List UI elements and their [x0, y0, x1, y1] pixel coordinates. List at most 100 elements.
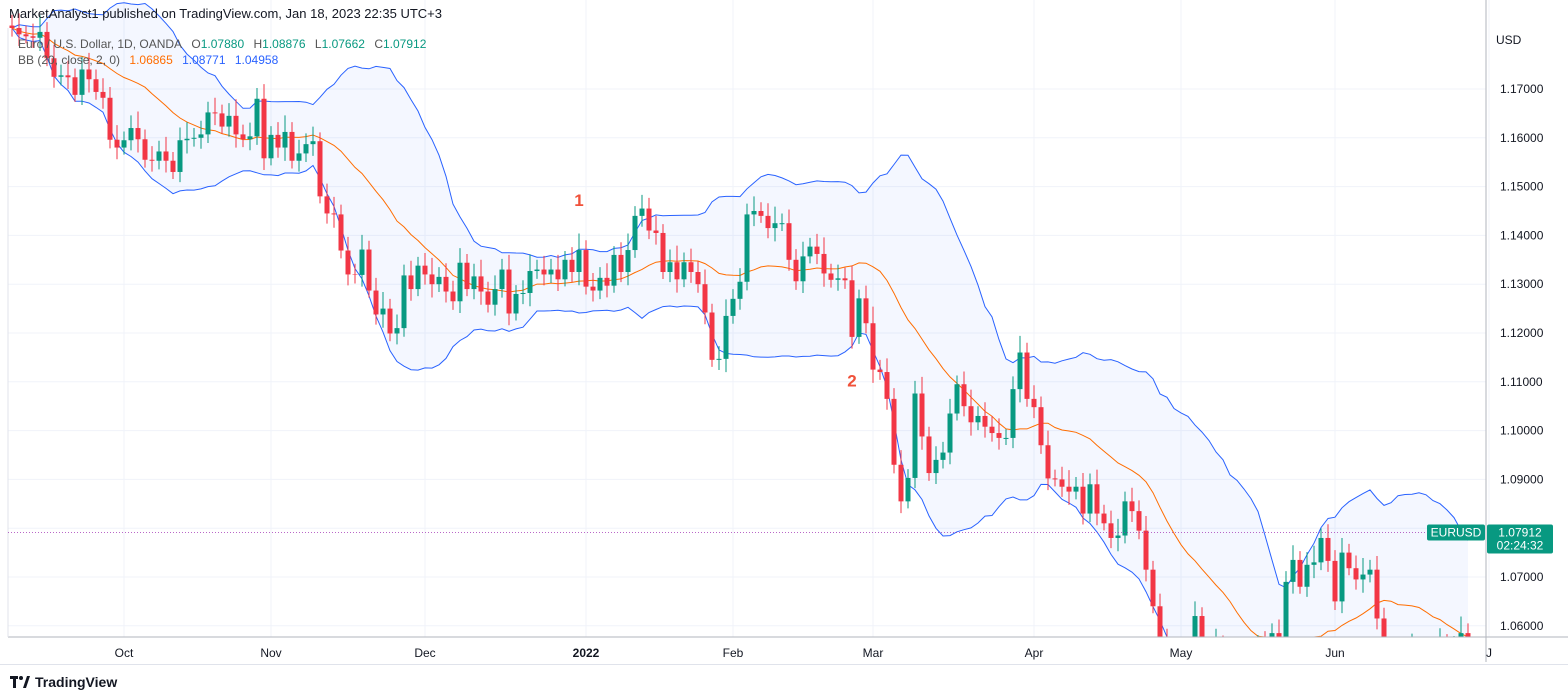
candle-body — [891, 398, 897, 465]
last-price-bg — [1487, 524, 1553, 554]
candle — [1129, 487, 1135, 523]
candle — [310, 126, 316, 156]
candle — [926, 426, 932, 481]
candle — [1276, 619, 1282, 637]
candle-body — [310, 141, 316, 145]
y-tick-label: 1.16000 — [1500, 131, 1544, 145]
candle — [814, 233, 820, 265]
candle-body — [555, 269, 561, 280]
candle-body — [23, 34, 29, 37]
candle — [821, 237, 827, 287]
candle-body — [1192, 616, 1198, 637]
candle-body — [611, 254, 617, 286]
candle — [674, 245, 680, 293]
candle — [1199, 607, 1205, 637]
candle — [478, 259, 484, 305]
candle-body — [184, 138, 190, 141]
candle — [660, 224, 666, 280]
tradingview-logo-icon — [10, 676, 30, 688]
candle — [1283, 571, 1289, 637]
candle — [667, 249, 673, 283]
symbol-name[interactable]: Euro / U.S. Dollar, 1D, OANDA — [18, 37, 183, 51]
candle — [842, 267, 848, 289]
candle — [723, 299, 729, 373]
candle-body — [1136, 511, 1142, 531]
candle — [961, 371, 967, 417]
candle — [135, 111, 141, 153]
candle-body — [436, 276, 442, 285]
candle-body — [1157, 606, 1163, 637]
candle-body — [842, 278, 848, 281]
candle-body — [1129, 501, 1135, 512]
publisher-line: MarketAnalyst1 published on TradingView.… — [9, 6, 442, 21]
candle-body — [730, 298, 736, 316]
price-chart[interactable]: 12 1.170001.160001.150001.140001.130001.… — [0, 0, 1568, 665]
candle — [1304, 552, 1310, 597]
x-tick-label: May — [1170, 646, 1193, 660]
candle-body — [513, 293, 519, 314]
candle-body — [65, 75, 71, 78]
candle-body — [1101, 513, 1107, 524]
annotation-label: 2 — [847, 372, 856, 391]
candle — [485, 281, 491, 313]
x-tick-label: Nov — [260, 646, 281, 660]
candle — [1311, 545, 1317, 579]
candle — [1150, 560, 1156, 614]
candle-body — [548, 269, 554, 275]
candle-body — [1031, 398, 1037, 408]
candle-body — [506, 269, 512, 314]
candle-body — [821, 253, 827, 274]
candle-body — [1003, 437, 1009, 439]
candle-body — [240, 134, 246, 140]
candle-body — [772, 223, 778, 229]
bb-label[interactable]: BB (20, close, 2, 0) — [18, 53, 121, 67]
x-tick-label: Oct — [115, 646, 134, 660]
axes: 1.17000 1.16000 1.15000 1.14000 1.13000 1.120… — [7, 0, 1568, 662]
candle — [996, 418, 1002, 450]
candle-body — [863, 298, 869, 324]
footer-brand[interactable]: TradingView — [35, 674, 118, 690]
candle-body — [919, 393, 925, 437]
candle — [443, 263, 449, 303]
candle-body — [1311, 562, 1317, 565]
bb-legend: BB (20, close, 2, 0) 1.06865 1.08771 1.0… — [18, 53, 284, 67]
candle — [1353, 555, 1359, 590]
candle — [408, 260, 414, 301]
candle — [1374, 556, 1380, 630]
candle — [163, 136, 169, 173]
candle — [569, 247, 575, 283]
candle-body — [170, 160, 176, 172]
candle — [772, 206, 778, 242]
candle — [625, 233, 631, 286]
candle — [373, 277, 379, 325]
candle — [828, 263, 834, 288]
candle — [695, 261, 701, 293]
candle-body — [450, 291, 456, 302]
candle-body — [695, 272, 701, 285]
candle-body — [443, 276, 449, 292]
candle — [541, 255, 547, 286]
candle-body — [1304, 564, 1310, 587]
candle-body — [142, 139, 148, 160]
candle-body — [961, 384, 967, 407]
candle — [331, 196, 337, 228]
candle-body — [737, 281, 743, 299]
candle-body — [1339, 552, 1345, 602]
candle — [128, 115, 134, 151]
candle — [919, 376, 925, 450]
candle-body — [282, 131, 288, 148]
candle-body — [933, 459, 939, 474]
candle — [793, 249, 799, 290]
candle — [548, 258, 554, 284]
candle — [1346, 543, 1352, 576]
close-value: 1.07912 — [382, 37, 427, 51]
candle — [1381, 607, 1387, 637]
candle-body — [247, 136, 253, 140]
candle — [93, 69, 99, 100]
candle — [1367, 559, 1373, 583]
candle-body — [1360, 574, 1366, 580]
candle — [632, 206, 638, 258]
candle-body — [912, 393, 918, 478]
candle — [86, 52, 92, 93]
footer-divider — [0, 664, 1568, 665]
